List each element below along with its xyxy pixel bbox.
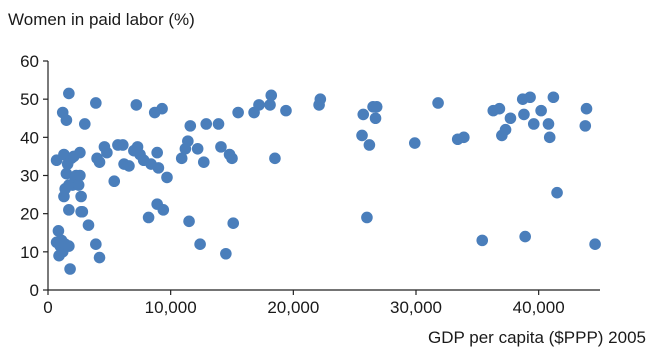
data-point xyxy=(108,175,121,188)
data-point xyxy=(156,102,168,115)
data-point xyxy=(269,152,281,165)
x-tick-label: 20,000 xyxy=(267,298,319,317)
data-point xyxy=(183,215,195,228)
data-point xyxy=(72,179,85,191)
data-point xyxy=(58,190,70,203)
data-point xyxy=(90,97,102,109)
data-point xyxy=(253,99,265,111)
y-tick-label: 20 xyxy=(20,205,39,224)
data-point xyxy=(227,217,240,230)
data-point xyxy=(182,135,194,147)
data-point xyxy=(542,118,555,130)
y-axis: 0 10 20 30 40 50 60 xyxy=(20,52,49,300)
data-point xyxy=(184,120,197,132)
y-tick-label: 10 xyxy=(20,243,39,262)
data-point xyxy=(356,129,368,142)
data-point xyxy=(543,131,556,144)
data-point xyxy=(130,99,143,111)
y-tick-label: 50 xyxy=(20,90,39,109)
data-point xyxy=(524,91,536,104)
data-point xyxy=(370,101,383,113)
data-point xyxy=(369,112,382,125)
y-tick-label: 40 xyxy=(20,128,39,147)
data-point xyxy=(93,156,106,168)
data-point xyxy=(63,204,75,216)
data-point xyxy=(191,142,204,155)
data-point xyxy=(194,238,206,250)
data-point xyxy=(265,89,278,102)
x-tick-label: 10,000 xyxy=(145,298,197,317)
data-point xyxy=(200,118,213,130)
data-point xyxy=(152,162,165,174)
data-point xyxy=(215,141,227,153)
data-point xyxy=(535,104,547,117)
data-point xyxy=(579,120,592,132)
data-point xyxy=(142,211,155,224)
data-point xyxy=(264,99,276,111)
data-point xyxy=(63,87,75,100)
data-point xyxy=(75,190,87,203)
data-point xyxy=(589,238,601,250)
data-point xyxy=(117,139,129,151)
data-point xyxy=(52,225,65,237)
y-axis-title: Women in paid labor (%) xyxy=(8,10,195,29)
x-tick-label: 0 xyxy=(43,298,52,317)
data-point xyxy=(232,106,244,119)
data-point xyxy=(79,118,91,130)
data-point xyxy=(220,247,232,260)
data-point xyxy=(493,102,506,115)
y-tick-label: 60 xyxy=(20,52,39,71)
data-point xyxy=(280,104,292,117)
data-point xyxy=(432,97,444,109)
data-point xyxy=(60,114,73,126)
data-point xyxy=(519,230,531,243)
data-point xyxy=(175,152,188,165)
data-point xyxy=(76,205,89,218)
y-tick-label: 0 xyxy=(30,281,39,300)
data-point xyxy=(212,118,225,130)
data-point xyxy=(63,240,75,252)
data-point xyxy=(357,108,370,121)
data-point xyxy=(157,204,170,216)
y-tick-label: 30 xyxy=(20,167,39,186)
data-points xyxy=(50,87,601,275)
x-axis-title: GDP per capita ($PPP) 2005 xyxy=(428,328,646,347)
data-point xyxy=(518,108,530,121)
data-point xyxy=(408,137,421,149)
x-axis: 0 10,000 20,000 30,000 40,000 xyxy=(43,289,600,317)
data-point xyxy=(197,156,210,168)
data-point xyxy=(74,169,86,182)
data-point xyxy=(90,238,102,250)
data-point xyxy=(361,211,373,224)
data-point xyxy=(580,102,593,115)
x-tick-label: 30,000 xyxy=(390,298,442,317)
data-point xyxy=(151,146,163,159)
data-point xyxy=(363,139,376,151)
data-point xyxy=(504,112,517,125)
data-point xyxy=(93,251,106,264)
data-point xyxy=(82,219,95,231)
data-point xyxy=(551,186,563,199)
data-point xyxy=(499,123,512,136)
data-point xyxy=(74,146,86,159)
data-point xyxy=(314,93,327,105)
data-point xyxy=(547,91,560,104)
data-point xyxy=(458,131,470,144)
x-tick-label: 40,000 xyxy=(513,298,565,317)
data-point xyxy=(527,118,540,130)
data-point xyxy=(476,234,489,247)
data-point xyxy=(101,146,113,159)
data-point xyxy=(64,263,76,275)
data-point xyxy=(123,160,135,172)
data-point xyxy=(161,171,173,184)
data-point xyxy=(226,152,238,165)
